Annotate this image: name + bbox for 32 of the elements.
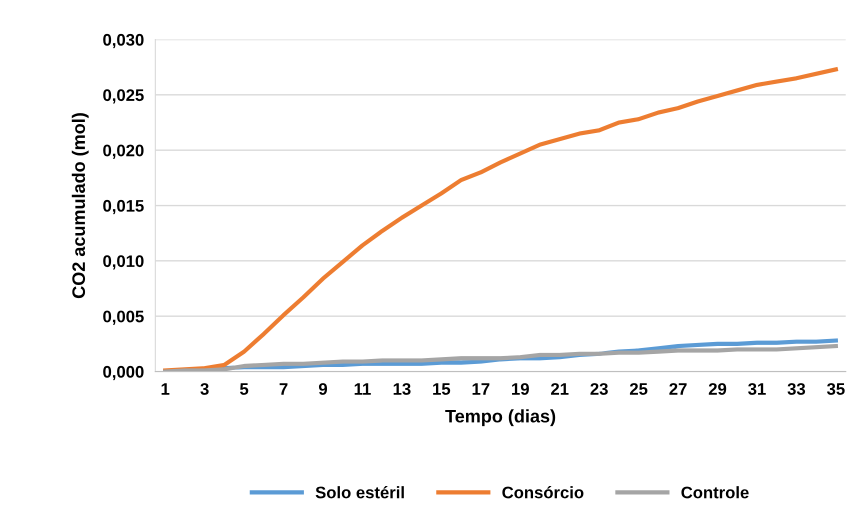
y-tick-label: 0,005 [103,310,144,325]
x-tick-label: 9 [318,383,328,395]
x-tick-label: 17 [472,383,490,395]
y-tick-label: 0,000 [103,366,144,380]
legend-label: Solo estéril [316,486,404,498]
x-tick-label: 11 [354,383,371,395]
x-tick-label: 25 [630,383,648,395]
x-tick-label: 3 [200,383,209,395]
line-series [163,344,838,372]
x-tick-label: 13 [394,383,411,395]
line-series [163,67,838,372]
x-tick-label: 29 [708,383,726,395]
y-tick-label: 0,030 [103,34,144,48]
y-tick-label: 0,010 [103,255,144,270]
legend-label: Consórcio [502,486,584,498]
x-tick-label: 5 [240,383,248,395]
x-tick-label: 15 [433,383,450,395]
x-tick-label: 27 [669,383,687,395]
x-tick-label: 31 [748,383,766,395]
y-tick-label: 0,025 [103,89,144,104]
x-tick-label: 19 [512,383,529,395]
y-tick-label: 0,020 [103,144,144,159]
x-tick-label: 21 [551,383,569,395]
x-tick-label: 33 [788,383,806,395]
x-tick-label: 23 [590,383,608,395]
x-tick-label: 1 [162,383,170,395]
x-tick-label: 35 [826,383,845,395]
legend-label: Controle [681,486,749,498]
x-tick-label: 7 [280,383,288,395]
x-axis-title: Tempo (dias) [445,409,556,426]
y-tick-label: 0,015 [103,200,144,214]
y-axis-title: CO2 acumulado (mol) [72,113,89,298]
